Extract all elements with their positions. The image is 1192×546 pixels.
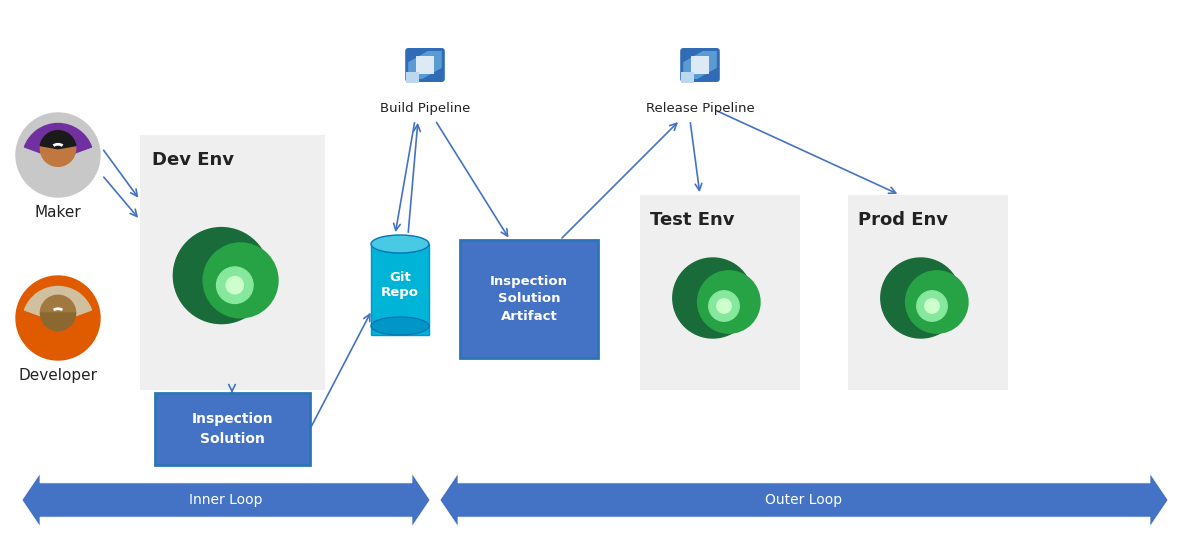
FancyBboxPatch shape xyxy=(460,240,598,358)
Text: Inspection
Solution: Inspection Solution xyxy=(192,412,273,446)
Polygon shape xyxy=(21,473,430,526)
FancyBboxPatch shape xyxy=(405,73,420,83)
Circle shape xyxy=(42,296,75,330)
Text: Git
Repo: Git Repo xyxy=(381,271,420,299)
Polygon shape xyxy=(683,51,716,79)
Polygon shape xyxy=(408,51,442,79)
FancyBboxPatch shape xyxy=(681,73,694,83)
Text: Inner Loop: Inner Loop xyxy=(190,493,262,507)
Text: Test Env: Test Env xyxy=(650,211,734,229)
FancyBboxPatch shape xyxy=(139,135,325,390)
FancyBboxPatch shape xyxy=(371,244,429,335)
Wedge shape xyxy=(41,130,76,149)
Text: Maker: Maker xyxy=(35,205,81,220)
Polygon shape xyxy=(440,473,1168,526)
Text: Inspection
Solution
Artifact: Inspection Solution Artifact xyxy=(490,275,569,323)
Text: Outer Loop: Outer Loop xyxy=(765,493,843,507)
Circle shape xyxy=(41,131,75,167)
Circle shape xyxy=(203,243,278,318)
Circle shape xyxy=(15,276,100,360)
Circle shape xyxy=(226,277,243,294)
FancyBboxPatch shape xyxy=(155,393,310,465)
FancyBboxPatch shape xyxy=(416,56,434,74)
Wedge shape xyxy=(25,123,92,159)
Circle shape xyxy=(906,271,968,333)
FancyBboxPatch shape xyxy=(681,48,720,82)
Text: Build Pipeline: Build Pipeline xyxy=(380,102,470,115)
Wedge shape xyxy=(25,287,92,322)
Wedge shape xyxy=(41,295,75,313)
Text: Release Pipeline: Release Pipeline xyxy=(646,102,755,115)
Circle shape xyxy=(15,113,100,197)
Text: Dev Env: Dev Env xyxy=(153,151,234,169)
Text: Prod Env: Prod Env xyxy=(858,211,948,229)
Circle shape xyxy=(917,291,948,321)
Circle shape xyxy=(217,267,253,304)
FancyBboxPatch shape xyxy=(848,195,1008,390)
Ellipse shape xyxy=(371,317,429,335)
FancyBboxPatch shape xyxy=(405,48,445,82)
Circle shape xyxy=(881,258,961,338)
FancyBboxPatch shape xyxy=(691,56,709,74)
Circle shape xyxy=(697,271,760,333)
Text: Developer: Developer xyxy=(19,368,98,383)
Circle shape xyxy=(716,299,731,313)
FancyBboxPatch shape xyxy=(640,195,800,390)
Circle shape xyxy=(709,291,739,321)
Ellipse shape xyxy=(371,235,429,253)
Circle shape xyxy=(672,258,753,338)
Circle shape xyxy=(173,228,269,324)
Circle shape xyxy=(925,299,939,313)
Wedge shape xyxy=(41,313,75,330)
